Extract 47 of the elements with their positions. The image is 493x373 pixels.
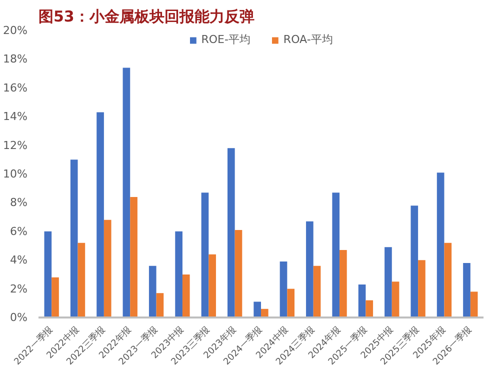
y-tick-label: 18% xyxy=(3,52,28,66)
bar xyxy=(358,284,366,318)
bar xyxy=(175,231,182,318)
bar xyxy=(410,206,418,318)
y-tick-label: 0% xyxy=(10,311,28,324)
y-tick-label: 10% xyxy=(3,168,28,180)
bar xyxy=(332,192,340,318)
bar xyxy=(52,277,59,318)
bar xyxy=(470,292,478,318)
bar xyxy=(227,148,235,318)
y-tick-label: 6% xyxy=(10,224,28,238)
bar xyxy=(208,254,216,318)
bar xyxy=(444,242,452,318)
bar xyxy=(44,231,52,318)
bar xyxy=(130,196,138,318)
y-tick-label: 2% xyxy=(10,282,28,296)
bar xyxy=(201,192,209,318)
y-tick-label: 20% xyxy=(3,24,28,37)
bar xyxy=(104,220,112,318)
bar xyxy=(234,230,242,318)
bar xyxy=(340,250,347,318)
bar xyxy=(156,293,164,318)
y-tick-label: 16% xyxy=(3,81,28,94)
bar xyxy=(70,160,78,318)
bar xyxy=(463,262,470,318)
bar xyxy=(313,266,321,318)
bar xyxy=(366,300,374,318)
bar xyxy=(306,221,314,318)
bar xyxy=(384,247,392,318)
legend-label: ROA-平均 xyxy=(283,32,333,47)
bar xyxy=(182,274,190,318)
bar xyxy=(148,266,156,318)
bar xyxy=(254,302,261,318)
bar xyxy=(287,288,295,318)
chart-title: 图53：小金属板块回报能力反弹 xyxy=(38,8,254,26)
y-tick-label: 4% xyxy=(10,254,28,267)
bar xyxy=(78,242,86,318)
bar xyxy=(392,282,400,318)
y-tick-label: 14% xyxy=(3,110,28,124)
legend-label: ROE-平均 xyxy=(201,32,250,47)
bar xyxy=(96,112,104,318)
bar xyxy=(122,68,130,318)
bar xyxy=(418,260,426,318)
y-tick-label: 8% xyxy=(10,196,28,210)
bar xyxy=(280,262,288,318)
bar xyxy=(436,172,444,318)
y-tick-label: 12% xyxy=(3,138,28,152)
